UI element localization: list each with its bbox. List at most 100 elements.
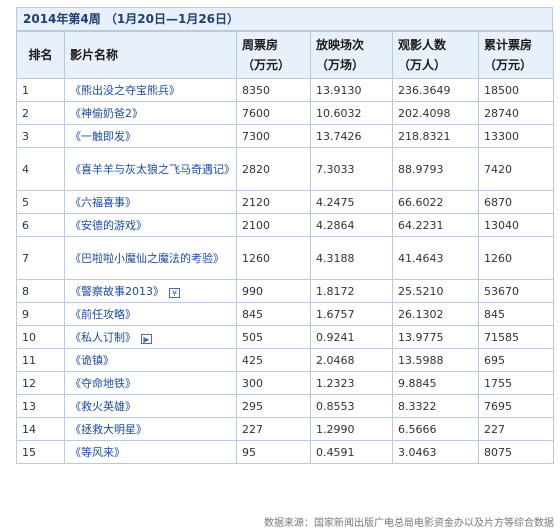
film-link[interactable]: 《前任攻略》 — [64, 302, 237, 326]
rank-cell: 12 — [16, 371, 65, 395]
header-audience: 观影人数 （万人） — [392, 31, 479, 79]
header-audience-label: 观影人数 — [398, 38, 447, 52]
film-title[interactable]: 《诡镇》 — [70, 353, 114, 367]
weekly-box-office-cell: 2100 — [236, 213, 311, 237]
screenings-cell: 2.0468 — [310, 348, 393, 372]
table-row: 14 《拯救大明星》 227 1.2990 6.5666 227 — [16, 417, 554, 441]
weekly-box-office-cell: 425 — [236, 348, 311, 372]
film-title[interactable]: 《私人订制》 — [70, 330, 136, 344]
cumulative-box-office-cell: 1260 — [478, 236, 554, 280]
audience-cell: 13.9775 — [392, 325, 479, 349]
weekly-box-office-cell: 7600 — [236, 101, 311, 125]
cumulative-box-office-cell: 6870 — [478, 190, 554, 214]
data-source-note: 数据来源：国家新闻出版广电总局电影资金办以及片方等综合数据 — [264, 518, 554, 529]
cumulative-box-office-cell: 53670 — [478, 279, 554, 303]
film-link[interactable]: 《神偷奶爸2》 — [64, 101, 237, 125]
film-title[interactable]: 《喜羊羊与灰太狼之飞马奇遇记》 — [70, 162, 235, 176]
screenings-cell: 10.6032 — [310, 101, 393, 125]
film-title[interactable]: 《拯救大明星》 — [70, 422, 147, 436]
audience-cell: 64.2231 — [392, 213, 479, 237]
ticket-icon[interactable]: ¥ — [169, 287, 180, 298]
header-audience-unit: （万人） — [398, 58, 447, 72]
weekly-box-office-cell: 95 — [236, 440, 311, 464]
film-title[interactable]: 《一触即发》 — [70, 129, 136, 143]
audience-cell: 6.5666 — [392, 417, 479, 441]
audience-cell: 236.3649 — [392, 78, 479, 102]
weekly-box-office-cell: 295 — [236, 394, 311, 418]
cumulative-box-office-cell: 13040 — [478, 213, 554, 237]
screenings-cell: 0.8553 — [310, 394, 393, 418]
film-title[interactable]: 《巴啦啦小魔仙之魔法的考验》 — [70, 251, 224, 265]
header-rank: 排名 — [16, 31, 65, 79]
screenings-cell: 4.2475 — [310, 190, 393, 214]
film-title[interactable]: 《警察故事2013》 — [70, 284, 164, 298]
header-screenings-unit: （万场） — [316, 58, 365, 72]
film-link[interactable]: 《喜羊羊与灰太狼之飞马奇遇记》 — [64, 147, 237, 191]
film-link[interactable]: 《拯救大明星》 — [64, 417, 237, 441]
weekly-box-office-cell: 8350 — [236, 78, 311, 102]
audience-cell: 13.5988 — [392, 348, 479, 372]
film-title[interactable]: 《夺命地铁》 — [70, 376, 136, 390]
screenings-cell: 1.2323 — [310, 371, 393, 395]
film-link[interactable]: 《六福喜事》 — [64, 190, 237, 214]
film-title[interactable]: 《神偷奶爸2》 — [70, 106, 143, 120]
table-title: 2014年第4周 （1月20日—1月26日） — [16, 7, 553, 31]
cumulative-box-office-cell: 8075 — [478, 440, 554, 464]
film-title[interactable]: 《等风来》 — [70, 445, 125, 459]
weekly-box-office-cell: 990 — [236, 279, 311, 303]
cumulative-box-office-cell: 28740 — [478, 101, 554, 125]
screenings-cell: 1.2990 — [310, 417, 393, 441]
film-title[interactable]: 《六福喜事》 — [70, 195, 136, 209]
table-header: 排名 影片名称 周票房 （万元） 放映场次 （万场） 观影人数 （万人） 累计票… — [16, 31, 554, 79]
weekly-box-office-cell: 505 — [236, 325, 311, 349]
table-row: 10 《私人订制》 ▶ 505 0.9241 13.9775 71585 — [16, 325, 554, 349]
table-body: 1 《熊出没之夺宝熊兵》 8350 13.9130 236.3649 18500 2 《神偷奶… — [16, 78, 554, 464]
weekly-box-office-cell: 2820 — [236, 147, 311, 191]
film-link[interactable]: 《熊出没之夺宝熊兵》 — [64, 78, 237, 102]
audience-cell: 88.9793 — [392, 147, 479, 191]
film-link[interactable]: 《私人订制》 ▶ — [64, 325, 237, 349]
header-weekly-label: 周票房 — [242, 38, 279, 52]
film-link[interactable]: 《诡镇》 — [64, 348, 237, 372]
play-icon[interactable]: ▶ — [141, 333, 152, 344]
screenings-cell: 1.6757 — [310, 302, 393, 326]
screenings-cell: 4.2864 — [310, 213, 393, 237]
film-title[interactable]: 《救火英雄》 — [70, 399, 136, 413]
film-link[interactable]: 《等风来》 — [64, 440, 237, 464]
table-row: 1 《熊出没之夺宝熊兵》 8350 13.9130 236.3649 18500 — [16, 78, 554, 102]
header-cumulative-unit: （万元） — [484, 58, 533, 72]
header-weekly: 周票房 （万元） — [236, 31, 311, 79]
cumulative-box-office-cell: 18500 — [478, 78, 554, 102]
audience-cell: 9.8845 — [392, 371, 479, 395]
film-link[interactable]: 《巴啦啦小魔仙之魔法的考验》 — [64, 236, 237, 280]
table-row: 3 《一触即发》 7300 13.7426 218.8321 13300 — [16, 124, 554, 148]
audience-cell: 66.6022 — [392, 190, 479, 214]
audience-cell: 25.5210 — [392, 279, 479, 303]
rank-cell: 7 — [16, 236, 65, 280]
table-row: 5 《六福喜事》 2120 4.2475 66.6022 6870 — [16, 190, 554, 214]
rank-cell: 14 — [16, 417, 65, 441]
rank-cell: 1 — [16, 78, 65, 102]
film-title[interactable]: 《前任攻略》 — [70, 307, 136, 321]
table-row: 6 《安德的游戏》 2100 4.2864 64.2231 13040 — [16, 213, 554, 237]
rank-cell: 13 — [16, 394, 65, 418]
audience-cell: 3.0463 — [392, 440, 479, 464]
cumulative-box-office-cell: 7695 — [478, 394, 554, 418]
film-link[interactable]: 《救火英雄》 — [64, 394, 237, 418]
weekly-box-office-cell: 2120 — [236, 190, 311, 214]
film-title[interactable]: 《熊出没之夺宝熊兵》 — [70, 83, 180, 97]
screenings-cell: 7.3033 — [310, 147, 393, 191]
cumulative-box-office-cell: 695 — [478, 348, 554, 372]
audience-cell: 202.4098 — [392, 101, 479, 125]
weekly-box-office-cell: 845 — [236, 302, 311, 326]
film-link[interactable]: 《安德的游戏》 — [64, 213, 237, 237]
film-title[interactable]: 《安德的游戏》 — [70, 218, 147, 232]
film-link[interactable]: 《夺命地铁》 — [64, 371, 237, 395]
table-row: 12 《夺命地铁》 300 1.2323 9.8845 1755 — [16, 371, 554, 395]
weekly-box-office-cell: 300 — [236, 371, 311, 395]
film-link[interactable]: 《警察故事2013》 ¥ — [64, 279, 237, 303]
screenings-cell: 0.4591 — [310, 440, 393, 464]
film-link[interactable]: 《一触即发》 — [64, 124, 237, 148]
table-row: 9 《前任攻略》 845 1.6757 26.1302 845 — [16, 302, 554, 326]
